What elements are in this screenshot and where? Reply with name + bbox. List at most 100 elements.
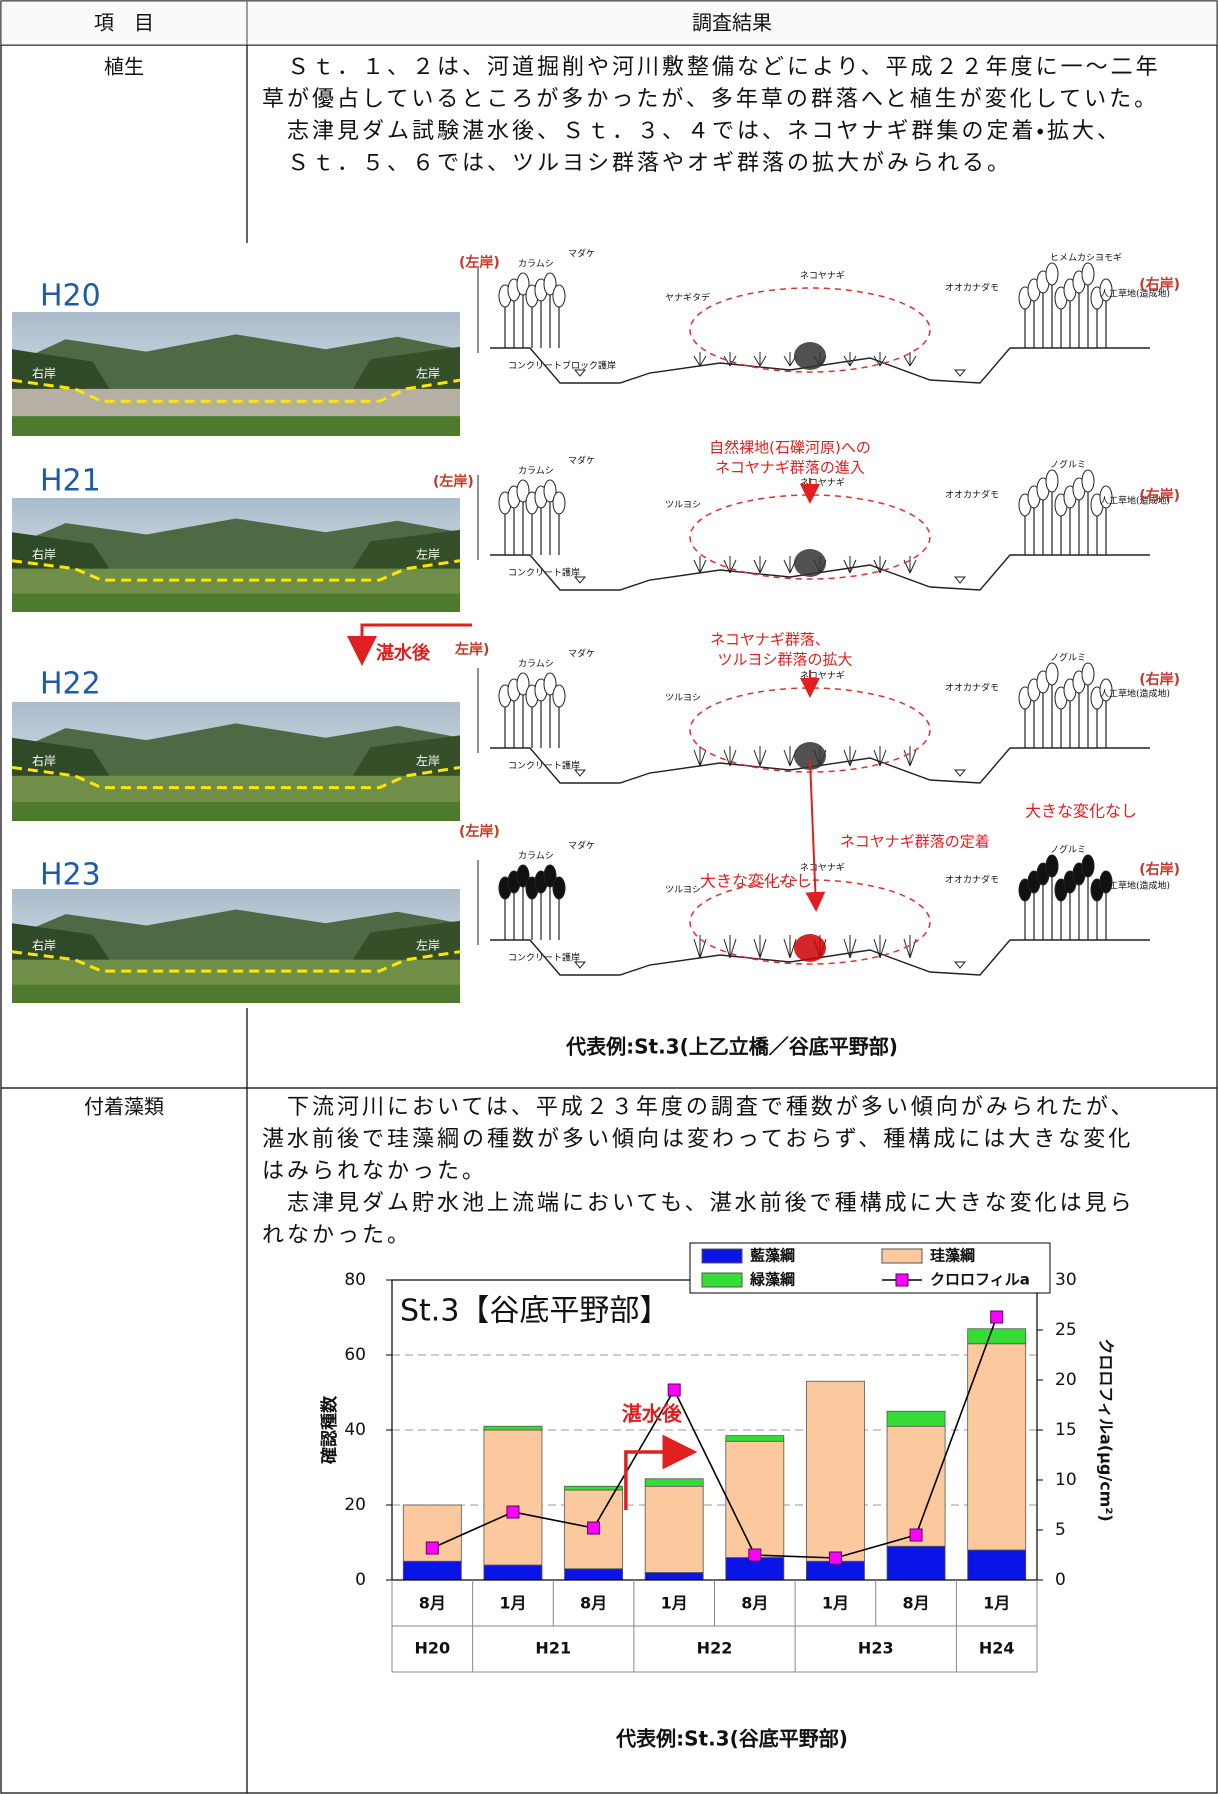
photo-bank-label: 左岸 <box>416 938 440 953</box>
diagram-plant <box>1045 854 1059 878</box>
line-marker <box>587 1521 601 1535</box>
annotation: 自然裸地(石礫河原)への <box>709 439 871 457</box>
bar <box>886 1425 946 1547</box>
line-marker <box>828 1551 842 1565</box>
legend-label: 藍藻綱 <box>750 1247 795 1265</box>
diagram-plant <box>552 284 566 308</box>
diagram-label: 人工草地(造成地) <box>1100 688 1170 700</box>
legend-label: 緑藻綱 <box>749 1271 795 1289</box>
x-tick-label: 1月 <box>822 1594 849 1613</box>
diagram-ground <box>490 554 1150 591</box>
chart-annotation: 湛水後 <box>622 1402 683 1426</box>
diagram-shrub <box>873 352 887 367</box>
y2-tick-label: 5 <box>1055 1520 1066 1540</box>
annotation: ツルヨシ群落の拡大 <box>717 651 852 669</box>
diagram-label: 人工草地(造成地) <box>1100 288 1170 300</box>
diagram-label: ネコヤナギ <box>800 478 845 489</box>
diagram-shrub <box>903 746 917 767</box>
bar <box>644 1572 704 1581</box>
photo-bank-label: 右岸 <box>32 753 56 768</box>
bar <box>886 1545 946 1581</box>
annotation: ネコヤナギ群落の進入 <box>715 459 865 477</box>
x-tick-label: 8月 <box>741 1594 768 1613</box>
diagram-plant <box>1099 870 1113 894</box>
bar <box>725 1440 785 1558</box>
diagram-shrub <box>723 746 737 767</box>
x-group-label: H20 <box>414 1639 450 1658</box>
figure-caption: 代表例:St.3(谷底平野部) <box>615 1727 848 1751</box>
diagram-shrub <box>843 935 857 959</box>
diagram-label: 人工草地(造成地) <box>1100 880 1170 892</box>
legend-swatch <box>895 1273 909 1287</box>
diagram-shrub <box>753 556 767 574</box>
diagram-plant <box>1045 469 1059 493</box>
bar <box>725 1435 785 1442</box>
diagram-shrub <box>693 352 707 367</box>
y2-axis-title: クロロフィルa(μg/cm²) <box>1097 1338 1116 1521</box>
paragraph-line: Ｓｔ．５、６では、ツルヨシ群落やオギ群落の拡大がみられる。 <box>262 151 1012 176</box>
photo-water-line <box>11 765 461 790</box>
photo-year: H21 <box>40 464 101 499</box>
diagram-plant <box>516 672 530 696</box>
photo-year: H20 <box>40 279 101 314</box>
paragraph-line: 湛水前後で珪藻綱の種数が多い傾向は変わっておらず、種構成には大きな変化 <box>262 1127 1133 1152</box>
diagram-shrub <box>843 556 857 574</box>
diagram-plant <box>516 479 530 503</box>
diagram-label: マダケ <box>568 455 595 467</box>
diagram-shrub <box>873 556 887 574</box>
diagram-ground <box>490 747 1150 784</box>
photo-mountains <box>12 909 460 969</box>
header-cell: 項 目 <box>94 11 154 35</box>
annotation-arrow <box>805 759 826 912</box>
y2-tick-label: 25 <box>1055 1320 1077 1340</box>
diagram-label: オオカナダモ <box>945 682 999 694</box>
diagram-shrub <box>794 742 826 770</box>
diagram-label: マダケ <box>568 840 595 852</box>
paragraph-line: 志津見ダム試験湛水後、Ｓｔ．３、４では、ネコヤナギ群集の定着・拡大、 <box>262 119 1122 144</box>
paragraph-line: れなかった。 <box>262 1223 412 1248</box>
diagram-ground <box>490 347 1150 384</box>
diagram-water <box>953 769 967 777</box>
diagram-label: ツルヨシ <box>665 886 701 896</box>
x-tick-label: 1月 <box>983 1594 1010 1613</box>
x-group-label: H23 <box>858 1639 894 1658</box>
diagram-shrub <box>723 556 737 574</box>
photo-water-line <box>11 378 461 403</box>
diagram-label: マダケ <box>568 248 595 260</box>
legend-box <box>689 1242 1051 1294</box>
paragraph-line: Ｓｔ．１、２は、河道掘削や河川敷整備などにより、平成２２年度に一～二年 <box>262 55 1161 80</box>
x-tick-label: 8月 <box>902 1594 929 1613</box>
y2-tick-label: 30 <box>1055 1270 1077 1290</box>
photo-bank-label: 右岸 <box>32 366 56 381</box>
legend-label: クロロフィルa <box>930 1271 1030 1289</box>
line-marker <box>909 1528 923 1542</box>
diagram-plant <box>552 684 566 708</box>
x-tick-label: 8月 <box>419 1594 446 1613</box>
photo-bank-label: 右岸 <box>32 938 56 953</box>
diagram-highlight <box>689 494 931 580</box>
diagram-label: ネコヤナギ <box>800 671 845 682</box>
diagram-plant <box>1081 854 1095 878</box>
diagram-label: カラムシ <box>518 259 554 270</box>
diagram-shrub <box>723 352 737 367</box>
diagram-plant <box>1045 662 1059 686</box>
y2-tick-label: 0 <box>1055 1570 1066 1590</box>
diagram-water <box>573 769 587 777</box>
bar <box>886 1410 946 1427</box>
diagram-label: オオカナダモ <box>945 489 999 501</box>
item-cell: 植生 <box>104 55 144 79</box>
diagram-plant <box>516 864 530 888</box>
x-group-label: H24 <box>979 1639 1015 1658</box>
photo-mountains <box>12 518 460 578</box>
diagram-plant <box>552 491 566 515</box>
bank-label: 左岸) <box>454 641 489 658</box>
diagram-water <box>573 576 587 584</box>
diagram-label: コンクリート護岸 <box>508 760 580 772</box>
diagram-plant <box>1081 662 1095 686</box>
annotation: ネコヤナギ群落、 <box>710 631 830 649</box>
diagram-water <box>573 961 587 969</box>
diagram-label: ツルヨシ <box>665 501 701 511</box>
photo-water-line <box>11 950 461 973</box>
diagram-shrub <box>753 746 767 767</box>
diagram-label: ネコヤナギ <box>800 271 845 282</box>
